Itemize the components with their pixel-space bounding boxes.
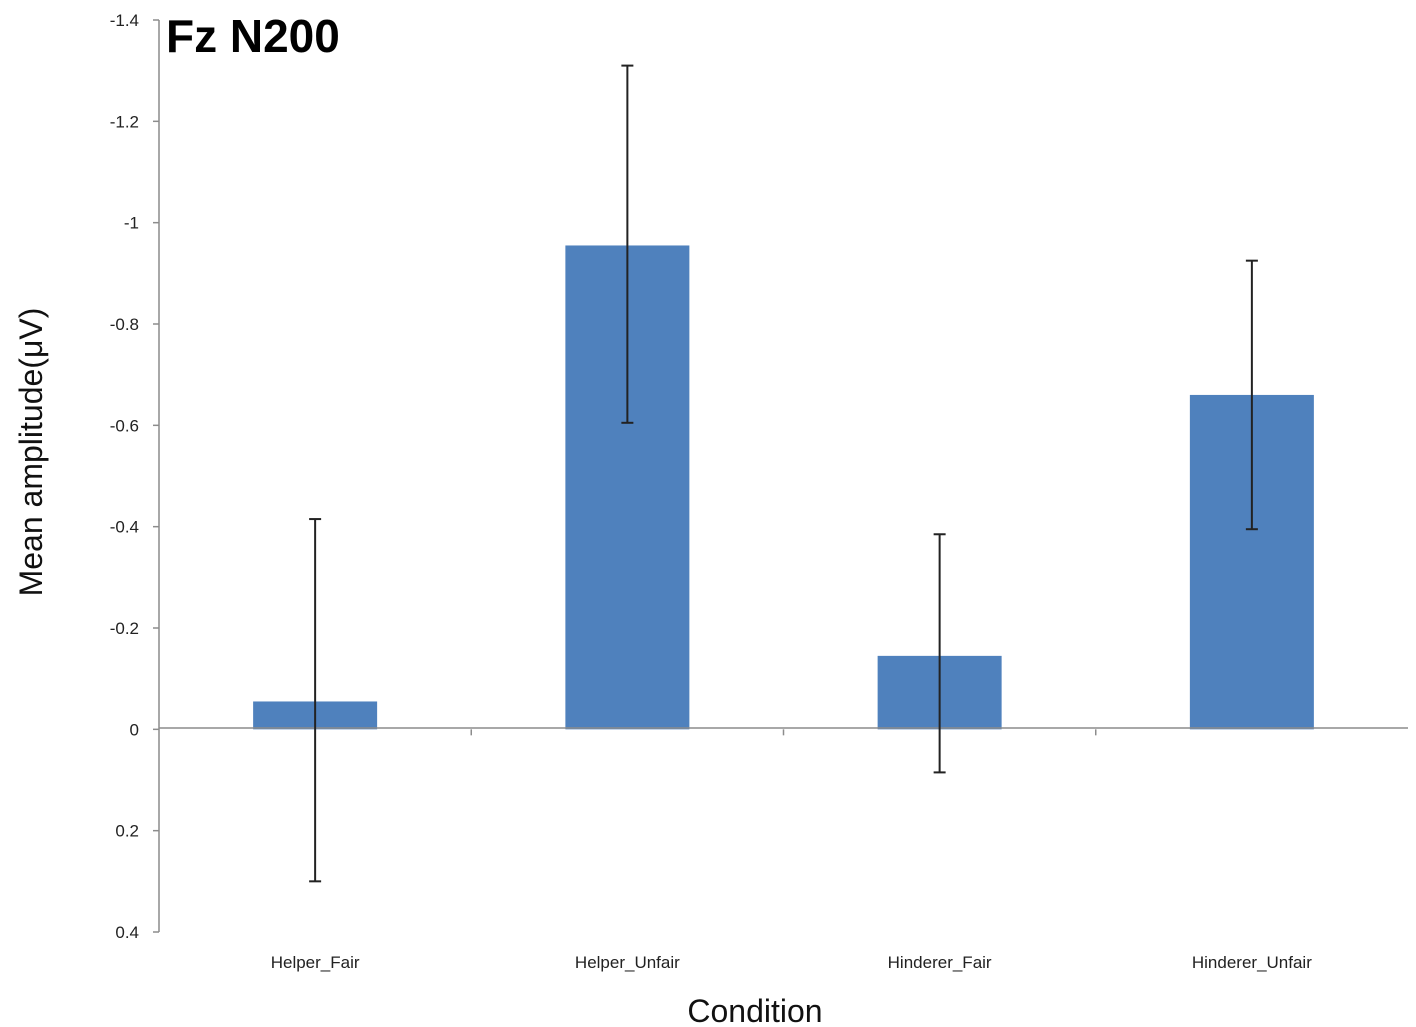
x-axis-title: Condition (687, 993, 822, 1027)
error-bars (309, 64, 1258, 883)
bars (253, 245, 1314, 730)
y-tick-label: 0 (130, 720, 139, 739)
category-labels: Helper_Fair Helper_Unfair Hinderer_Fair Hin… (271, 953, 1312, 972)
y-tick-label: -0.8 (110, 315, 139, 334)
y-tick-label: -1.2 (110, 112, 139, 131)
y-tick-label: -0.2 (110, 619, 139, 638)
category-label: Helper_Unfair (575, 953, 680, 972)
y-tick-label: -1 (124, 214, 139, 233)
y-tick-label: -1.4 (110, 11, 139, 30)
category-label: Hinderer_Fair (888, 953, 992, 972)
y-tick-label: -0.4 (110, 518, 139, 537)
y-axis-title: Mean amplitude(μV) (13, 308, 49, 597)
category-label: Helper_Fair (271, 953, 360, 972)
y-tick-label: 0.2 (115, 822, 139, 841)
y-axis-ticks: -1.4 -1.2 -1 -0.8 -0.6 -0.4 -0.2 0 0.2 0.4 (110, 11, 159, 942)
x-axis-ticks (470, 729, 1097, 736)
y-tick-label: 0.4 (115, 923, 139, 942)
chart-title: Fz N200 (166, 10, 340, 62)
y-tick-label: -0.6 (110, 416, 139, 435)
category-label: Hinderer_Unfair (1192, 953, 1312, 972)
